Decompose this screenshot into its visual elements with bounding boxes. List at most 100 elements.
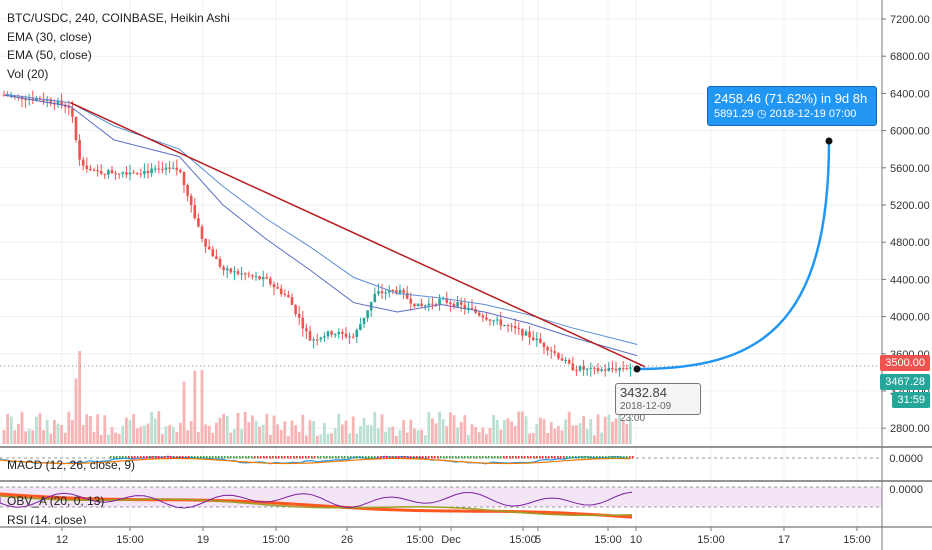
macd-histogram-bar <box>350 456 352 459</box>
candle <box>89 168 92 171</box>
x-tick-label: 17 <box>778 534 790 546</box>
macd-histogram-bar <box>263 456 265 459</box>
volume-bar <box>452 415 456 444</box>
macd-histogram-bar <box>248 456 250 459</box>
macd-histogram-bar <box>623 456 625 459</box>
candle <box>467 307 470 309</box>
candle <box>107 170 110 175</box>
macd-histogram-bar <box>266 456 268 459</box>
chart-legend: BTC/USDC, 240, COINBASE, Heikin Ashi EMA… <box>7 9 230 83</box>
candle <box>283 294 287 296</box>
volume-bar <box>611 421 614 444</box>
price-axis[interactable]: 7200.00 6800.00 6400.00 6000.00 5600.00 5200.… <box>882 14 930 435</box>
candle <box>567 359 571 364</box>
rsi-legend[interactable]: RSI (14, close) <box>7 513 87 524</box>
candle <box>402 289 405 293</box>
candle <box>135 172 139 174</box>
volume-bar <box>495 420 499 444</box>
volume-bar <box>373 411 377 444</box>
macd-histogram-bar <box>251 456 253 459</box>
candle <box>438 298 441 305</box>
projection-end-point[interactable] <box>825 137 833 145</box>
projection-label[interactable]: 2458.46 (71.62%) in 9d 8h 5891.29 ◷ 2018… <box>707 86 877 126</box>
macd-histogram-bar <box>437 456 439 459</box>
macd-line <box>0 455 631 465</box>
candle <box>297 314 301 318</box>
macd-histogram-bar <box>122 456 124 459</box>
volume-bar <box>247 422 251 444</box>
time-axis[interactable]: 12 15:00 19 15:00 26 15:00 Dec 15:005 15:00 10 15:… <box>56 527 871 546</box>
legend-vol[interactable]: Vol (20) <box>7 66 49 81</box>
macd-signal-line <box>0 457 631 465</box>
volume-bar <box>603 416 607 444</box>
candle <box>225 268 229 271</box>
macd-histogram-bar <box>137 456 139 459</box>
candle <box>265 277 269 279</box>
x-tick-label: 15:00 <box>262 534 290 546</box>
candle <box>351 336 355 338</box>
macd-pane <box>0 455 882 465</box>
volume-bar <box>369 425 373 444</box>
candle <box>549 350 553 352</box>
volume-bar <box>413 428 416 444</box>
candle <box>319 337 323 340</box>
macd-histogram-bar <box>470 456 472 459</box>
volume-bar <box>150 411 153 444</box>
y-tick-label: 5600.00 <box>890 163 930 175</box>
volume-bar <box>161 434 164 444</box>
volume-bar <box>409 419 413 444</box>
trendline[interactable] <box>70 102 646 368</box>
macd-legend[interactable]: MACD (12, 26, close, 9) <box>7 458 136 472</box>
candle <box>503 325 506 327</box>
volume-bar <box>582 416 585 444</box>
volume-bar <box>261 424 265 444</box>
macd-histogram-bar <box>197 456 199 459</box>
candle <box>247 274 251 276</box>
candle <box>445 298 449 303</box>
macd-histogram-bar <box>626 456 628 459</box>
legend-ema50[interactable]: EMA (50, close) <box>7 48 92 62</box>
volume-bar <box>27 428 31 444</box>
candle <box>607 367 611 371</box>
macd-histogram-bar <box>440 456 442 459</box>
volume-bar <box>467 434 470 444</box>
candle <box>290 297 294 305</box>
projection-curve[interactable] <box>636 140 831 371</box>
volume-bar <box>474 426 477 444</box>
candle <box>211 249 215 257</box>
volume-bar <box>13 430 17 444</box>
macd-histogram-bar <box>386 456 388 459</box>
candle <box>618 367 621 371</box>
projection-start-point[interactable] <box>633 365 641 373</box>
macd-histogram-bar <box>344 456 346 459</box>
candle <box>49 99 53 103</box>
candle <box>398 289 402 293</box>
volume-bar <box>117 433 121 444</box>
macd-histogram-bar <box>446 456 448 459</box>
volume-bar <box>254 420 258 444</box>
macd-histogram-bar <box>548 456 550 459</box>
ema50-line <box>4 93 638 345</box>
price-pane[interactable] <box>0 0 882 446</box>
candle <box>395 290 398 293</box>
candle <box>323 336 326 338</box>
candle <box>524 331 528 336</box>
volume-bar <box>571 425 575 444</box>
obv-line <box>0 492 633 519</box>
rsi-line <box>0 491 633 509</box>
obv-legend[interactable]: OBV_A (20, 0, 13) <box>7 494 105 508</box>
volume-bar <box>139 426 143 444</box>
candle <box>308 331 312 341</box>
macd-histogram-bar <box>215 456 217 459</box>
macd-histogram-bar <box>146 456 148 459</box>
volume-bar <box>441 419 445 444</box>
y-tick-label: 6400.00 <box>890 88 930 100</box>
candle <box>179 169 182 172</box>
macd-histogram-bar <box>155 456 157 459</box>
candle <box>251 275 254 277</box>
legend-ema30[interactable]: EMA (30, close) <box>7 29 92 44</box>
legend-title[interactable]: BTC/USDC, 240, COINBASE, Heikin Ashi <box>7 11 230 25</box>
candle <box>344 333 348 337</box>
macd-histogram-bar <box>389 456 391 459</box>
